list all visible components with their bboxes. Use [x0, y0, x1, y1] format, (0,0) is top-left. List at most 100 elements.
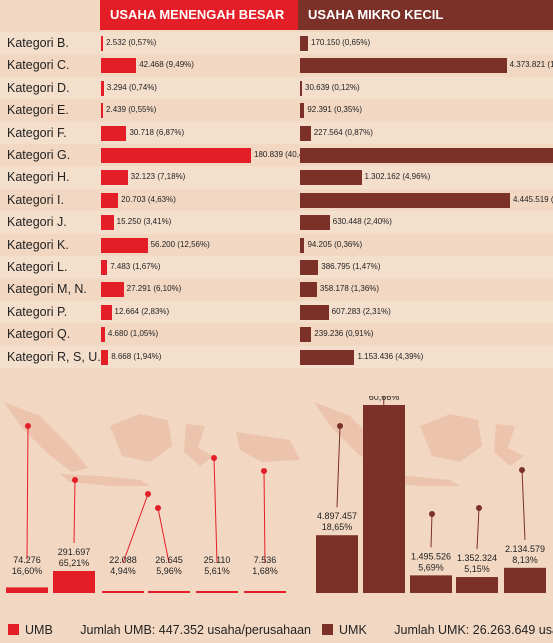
- umk-bar: [300, 192, 510, 208]
- category-label: Kategori M, N.: [7, 282, 87, 297]
- umb-bar: [101, 103, 104, 119]
- region-bar: [244, 591, 286, 593]
- category-row: Kategori K. 56.200 (12,56%) 94.205 (0,36%): [0, 234, 553, 256]
- umb-value-label: 12.664 (2,83%): [114, 306, 170, 316]
- umb-bar: [101, 215, 114, 231]
- umb-value-label: 42.468 (9,49%): [139, 60, 194, 70]
- umb-bar: [101, 125, 127, 141]
- category-label: Kategori L.: [7, 260, 68, 274]
- umk-legend: UMK Jumlah UMK: 26.263.649 usaha/perusah…: [322, 622, 553, 638]
- umb-value-label: 27.291 (6,10%): [126, 284, 182, 294]
- umb-bar: [101, 327, 105, 343]
- leader-line: [73, 479, 76, 544]
- umk-bar: [300, 103, 305, 119]
- umb-bar: [101, 282, 124, 298]
- umk-bar: [300, 260, 319, 275]
- umb-bar: [101, 170, 128, 186]
- umk-legend-label: UMK: [339, 623, 367, 637]
- umk-bar: [300, 170, 362, 186]
- map-shape: [236, 432, 300, 462]
- umb-value-label: 2.532 (0,57%): [106, 38, 157, 47]
- region-marker: [261, 468, 267, 474]
- category-label: Kategori J.: [7, 215, 67, 230]
- umb-value-label: 7.483 (1,67%): [110, 262, 161, 271]
- region-pct-label: 5,15%: [464, 564, 490, 574]
- category-row: Kategori I. 20.703 (4,63%) 4.445.519 (16,9…: [0, 189, 553, 211]
- region-value-label: 26.645: [155, 555, 183, 565]
- category-row: Kategori F. 30.718 (6,87%) 227.564 (0,87%): [0, 121, 553, 144]
- category-row: Kategori Q. 4.680 (1,05%) 239.236 (0,91%): [0, 323, 553, 345]
- umb-bar: [101, 148, 251, 163]
- leader-line: [336, 425, 341, 508]
- map-silhouette-umk: [314, 402, 524, 486]
- umb-bar: [101, 192, 119, 208]
- umb-total: Jumlah UMB: 447.352 usaha/perusahaan: [80, 623, 311, 637]
- leader-line: [26, 425, 29, 560]
- category-label: Kategori R, S, U.: [7, 349, 101, 364]
- region-value-label: 74.276: [13, 555, 41, 565]
- region-pct-label: 4,94%: [110, 566, 136, 576]
- umk-value-label: 358.178 (1,36%): [319, 284, 380, 294]
- umk-header: USAHA MIKRO KECIL: [298, 0, 553, 30]
- umk-bar: [300, 80, 302, 96]
- umk-bar: [300, 237, 305, 253]
- region-pct-label: 16,60%: [12, 566, 43, 576]
- umk-total: Jumlah UMK: 26.263.649 usaha/perusahaan: [394, 623, 553, 637]
- map-shape: [494, 424, 524, 466]
- category-label: Kategori H.: [7, 170, 70, 185]
- region-bar: [363, 405, 405, 593]
- region-marker: [72, 477, 78, 483]
- region-bar: [148, 590, 190, 593]
- umk-bar: [300, 125, 311, 141]
- umk-value-label: 30.639 (0,12%): [305, 82, 360, 92]
- umk-value-label: 386.795 (1,47%): [321, 262, 381, 271]
- umb-value-label: 180.839 (40,42%): [254, 150, 318, 159]
- region-value-label: 4.897.457: [317, 511, 357, 521]
- umk-bar: [300, 215, 330, 231]
- region-bar: [196, 591, 238, 593]
- map-shape: [420, 414, 482, 462]
- umb-bar: [101, 58, 137, 74]
- category-label: Kategori G.: [7, 148, 71, 162]
- leader-line: [430, 513, 433, 548]
- leader-line: [157, 507, 170, 564]
- category-row: Kategori J. 15.250 (3,41%) 630.448 (2,40%): [0, 211, 553, 234]
- region-value-label: 7.536: [254, 555, 277, 565]
- region-value-label: 25.110: [204, 555, 231, 565]
- umb-value-label: 4.680 (1,05%): [107, 329, 159, 339]
- umk-bar: [300, 349, 355, 365]
- leader-line: [521, 469, 526, 540]
- region-bar: [53, 571, 95, 593]
- umk-bar: [300, 304, 329, 320]
- umk-bar: [300, 36, 309, 51]
- region-pct-label: 18,65%: [322, 522, 353, 532]
- umb-legend-swatch: [8, 624, 19, 635]
- region-pct-label: 8,13%: [512, 555, 538, 565]
- region-bar: [456, 577, 498, 593]
- umk-bar: [300, 327, 312, 343]
- category-row: Kategori P. 12.664 (2,83%) 607.283 (2,31%): [0, 300, 553, 324]
- umk-bar: [300, 148, 553, 163]
- leader-line: [263, 470, 266, 564]
- region-bar: [410, 575, 452, 593]
- regional-chart: 74.27616,60%SUMATERA291.69765,21%JAWA22.…: [4, 396, 546, 593]
- category-row: Kategori C. 42.468 (9,49%) 4.373.821 (16,6…: [0, 54, 553, 76]
- region-bar: [504, 567, 546, 593]
- umb-value-label: 20.703 (4,63%): [121, 194, 176, 204]
- map-shape: [184, 424, 214, 466]
- umb-value-label: 2.439 (0,55%): [106, 105, 157, 115]
- umk-value-label: 1.302.162 (4,96%): [364, 172, 431, 182]
- region-pct-label: 65,21%: [59, 558, 90, 568]
- region-pct-label: 5,69%: [418, 562, 444, 572]
- umk-value-label: 4.373.821 (16,65%): [509, 60, 553, 70]
- region-value-label: 291.697: [58, 547, 91, 557]
- umb-bar: [101, 237, 148, 253]
- category-label: Kategori E.: [7, 103, 69, 118]
- umk-value-label: 607.283 (2,31%): [331, 306, 391, 316]
- region-pct-label: 60,66%: [369, 396, 400, 402]
- region-marker: [476, 505, 482, 511]
- umb-value-label: 56.200 (12,56%): [150, 239, 210, 249]
- category-row: Kategori R, S, U. 8.668 (1,94%) 1.153.436 …: [0, 345, 553, 368]
- leader-line: [122, 493, 149, 564]
- leader-line: [476, 507, 480, 550]
